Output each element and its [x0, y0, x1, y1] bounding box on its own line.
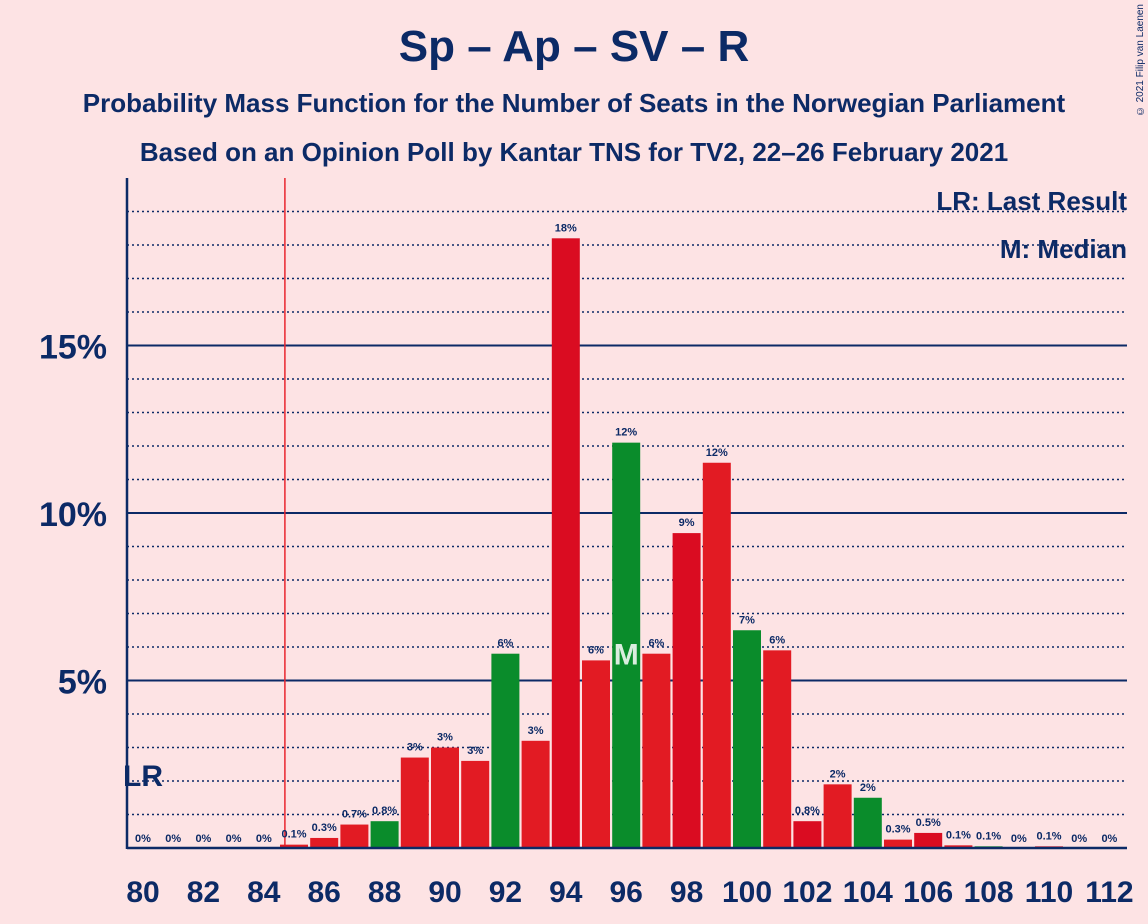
bar-label-seat-110: 0.1% — [1036, 830, 1061, 842]
x-tick-label: 100 — [722, 876, 772, 909]
bar-seat-97 — [642, 653, 671, 848]
chart-source-line: Based on an Opinion Poll by Kantar TNS f… — [139, 137, 1009, 167]
bar-seat-102 — [793, 821, 822, 848]
bar-seat-101 — [763, 650, 792, 848]
bar-seat-89 — [400, 757, 429, 848]
bar-label-seat-89: 3% — [407, 742, 423, 754]
bar-seat-85 — [280, 844, 308, 848]
x-tick-label: 96 — [610, 876, 643, 909]
bar-seat-87 — [340, 824, 369, 848]
x-tick-label: 102 — [782, 876, 832, 909]
bar-label-seat-106: 0.5% — [916, 817, 941, 829]
bar-label-seat-112: 0% — [1101, 833, 1117, 845]
bar-seat-103 — [823, 784, 852, 848]
bar-label-seat-95: 6% — [588, 644, 604, 656]
bar-label-seat-87: 0.7% — [342, 809, 367, 821]
bar-seat-98 — [672, 533, 701, 848]
chart-title: Sp – Ap – SV – R — [398, 22, 750, 71]
bar-label-seat-109: 0% — [1011, 833, 1027, 845]
bar-label-seat-85: 0.1% — [281, 829, 306, 841]
bar-label-seat-96: 12% — [615, 427, 637, 439]
bar-label-seat-80: 0% — [135, 833, 151, 845]
bar-label-seat-104: 2% — [860, 782, 876, 794]
bar-label-seat-82: 0% — [195, 833, 211, 845]
y-tick-label: 5% — [58, 664, 107, 702]
x-tick-label: 110 — [1025, 876, 1073, 909]
bar-label-seat-88: 0.8% — [372, 805, 397, 817]
x-tick-label: 98 — [670, 876, 703, 909]
x-tick-label: 90 — [428, 876, 461, 909]
chart-axes: 5% 10% 15% 80 82 84 86 88 90 92 94 96 98 100 102 104 106… — [39, 178, 1134, 909]
chart-bars — [280, 238, 1063, 849]
y-tick-label: 15% — [39, 329, 107, 367]
x-tick-label: 94 — [549, 876, 583, 909]
bar-seat-94 — [551, 238, 580, 849]
x-tick-label: 106 — [903, 876, 953, 909]
bar-label-seat-94: 18% — [555, 222, 577, 234]
bar-label-seat-86: 0.3% — [312, 822, 337, 834]
chart-data-labels: 0% 0% 0% 0% 0% 0.1% 0.3% 0.7% 0.8% 3% 3% 3% 6% 3% 18% 6… — [135, 222, 1118, 845]
bar-seat-100 — [733, 630, 761, 848]
x-tick-label: 108 — [964, 876, 1014, 909]
bar-seat-93 — [521, 740, 550, 848]
bar-label-seat-105: 0.3% — [885, 824, 910, 836]
bar-label-seat-102: 0.8% — [795, 805, 820, 817]
bar-seat-95 — [582, 660, 610, 848]
bar-label-seat-111: 0% — [1071, 833, 1087, 845]
bar-label-seat-107: 0.1% — [946, 829, 971, 841]
bar-label-seat-83: 0% — [226, 833, 242, 845]
bar-seat-88 — [370, 821, 399, 848]
bar-label-seat-108: 0.1% — [976, 830, 1001, 842]
bar-label-seat-92: 6% — [497, 638, 513, 650]
bar-label-seat-90: 3% — [437, 732, 453, 744]
bar-label-seat-101: 6% — [769, 634, 785, 646]
bar-label-seat-99: 12% — [706, 447, 728, 459]
legend-median: M: Median — [1000, 234, 1127, 264]
x-tick-label: 86 — [308, 876, 341, 909]
bar-label-seat-100: 7% — [739, 614, 755, 626]
bar-label-seat-91: 3% — [467, 745, 483, 757]
x-tick-label: 92 — [489, 876, 522, 909]
bar-seat-105 — [884, 839, 912, 848]
bar-label-seat-97: 6% — [648, 638, 664, 650]
y-tick-label: 10% — [39, 496, 107, 534]
bar-label-seat-98: 9% — [679, 517, 695, 529]
x-tick-label: 112 — [1085, 876, 1133, 909]
bar-seat-91 — [461, 760, 490, 848]
bar-seat-90 — [431, 747, 459, 848]
bar-seat-92 — [491, 653, 520, 848]
bar-seat-99 — [702, 462, 731, 848]
bar-seat-104 — [853, 797, 882, 848]
bar-label-seat-84: 0% — [256, 833, 272, 845]
x-tick-label: 104 — [843, 876, 893, 909]
chart-subtitle: Probability Mass Function for the Number… — [82, 88, 1066, 118]
bar-seat-86 — [310, 837, 339, 848]
x-tick-label: 80 — [126, 876, 159, 909]
bar-label-seat-93: 3% — [528, 725, 544, 737]
x-tick-label: 84 — [247, 876, 281, 909]
bar-seat-107 — [944, 845, 973, 848]
median-marker: M — [614, 638, 639, 671]
bar-seat-106 — [914, 832, 943, 848]
bar-seat-96 — [612, 442, 641, 848]
last-result-marker: LR — [123, 760, 163, 793]
bar-label-seat-81: 0% — [165, 833, 181, 845]
x-tick-label: 82 — [187, 876, 220, 909]
bar-label-seat-103: 2% — [830, 768, 846, 780]
legend-last-result: LR: Last Result — [936, 186, 1127, 216]
x-tick-label: 88 — [368, 876, 401, 909]
